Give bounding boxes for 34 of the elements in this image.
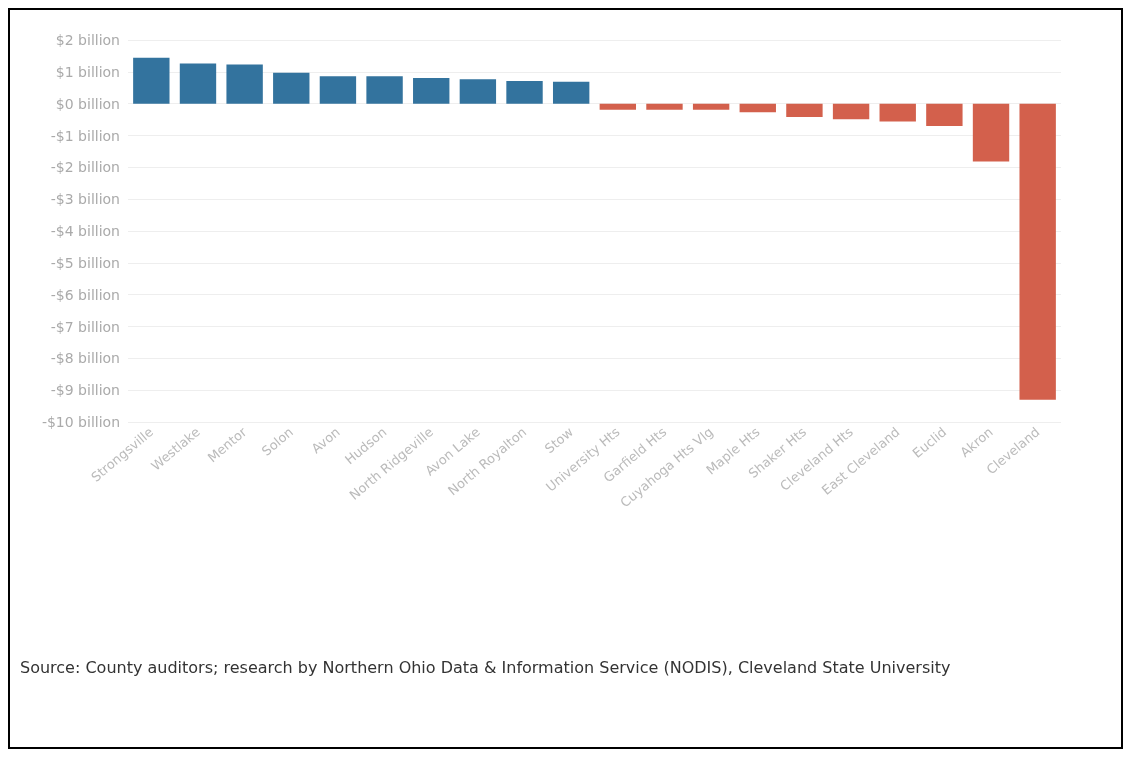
y-tick-label: -$1 billion — [50, 127, 120, 144]
bar — [739, 103, 776, 113]
y-tick-label: -$4 billion — [50, 223, 120, 239]
y-tick-label: -$3 billion — [50, 191, 120, 208]
bar — [133, 57, 170, 104]
bar — [832, 103, 870, 120]
bar — [646, 103, 683, 110]
bar — [459, 79, 497, 104]
bar — [1019, 103, 1056, 400]
bar — [319, 76, 357, 104]
y-tick-label: $1 billion — [55, 63, 120, 80]
y-tick-label: $2 billion — [55, 32, 120, 48]
bar — [366, 76, 403, 104]
bar — [926, 103, 963, 126]
bar — [552, 81, 590, 104]
bar — [786, 103, 823, 118]
bar — [413, 77, 450, 104]
y-tick-label: -$5 billion — [50, 254, 120, 271]
bar — [879, 103, 916, 122]
bar — [179, 63, 217, 104]
y-tick-label: $0 billion — [55, 95, 120, 112]
source-note: Source: County auditors; research by Northern Ohio Data & Information Service (NODIS), Cleveland State University — [20, 657, 952, 679]
bar — [972, 103, 1010, 162]
bar — [506, 81, 543, 104]
bar — [273, 72, 310, 104]
y-tick-label: -$9 billion — [50, 382, 120, 399]
y-tick-label: -$7 billion — [50, 318, 120, 335]
y-tick-label: -$2 billion — [50, 159, 120, 176]
y-tick-label: -$8 billion — [50, 350, 120, 367]
y-tick-label: -$6 billion — [50, 286, 120, 303]
bar — [692, 103, 730, 110]
bar — [226, 64, 263, 104]
bar — [599, 103, 637, 110]
y-tick-label: -$10 billion — [41, 414, 120, 430]
